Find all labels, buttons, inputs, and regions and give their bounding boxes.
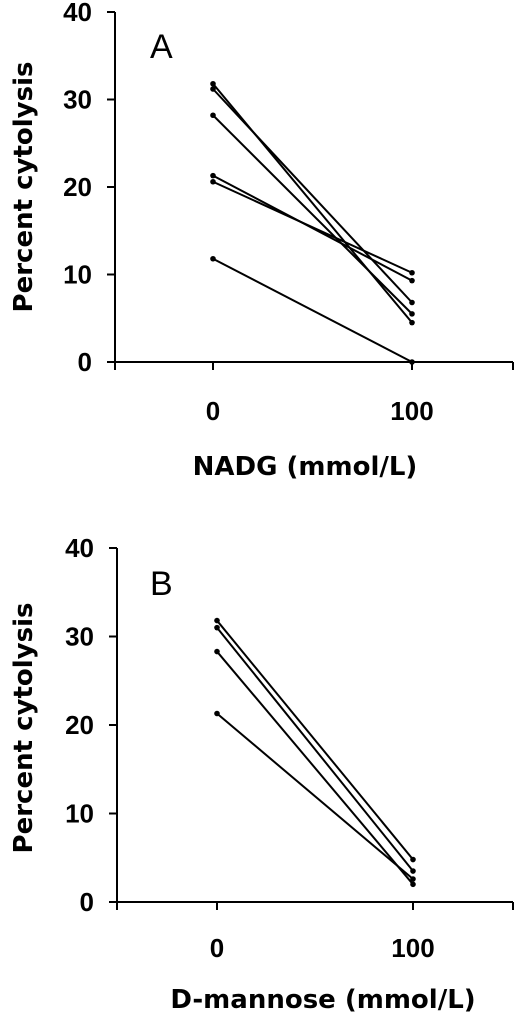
panel-a-letter: A <box>150 28 173 66</box>
panel-b-data-point <box>214 617 220 624</box>
panel-b-data-point <box>410 876 416 882</box>
panel-b-data-point <box>410 868 416 874</box>
panel-a-y-tick-label: 20 <box>63 172 92 202</box>
panel-b-series-line <box>216 650 414 885</box>
panel-a-series-line <box>212 114 413 315</box>
panel-a-y-tick-label: 0 <box>78 347 92 377</box>
panel-a-data-point <box>210 112 216 119</box>
panel-a-x-axis-title: NADG (mmol/L) <box>193 452 418 482</box>
panel-b-series-line <box>216 619 414 861</box>
panel-b-y-tick-label: 10 <box>65 799 94 829</box>
panel-a-data-point <box>409 269 415 276</box>
panel-b-series-line <box>216 712 414 880</box>
panel-a-y-axis-title: Percent cytolysis <box>9 62 39 313</box>
panel-a-data-point <box>409 277 415 284</box>
panel-a-data-point <box>409 299 415 306</box>
panel-a-data-point <box>210 172 216 179</box>
panel-b-chart: B Percent cytolysis D-mannose (mmol/L) 0… <box>9 533 514 1015</box>
panel-b-series-line <box>216 627 414 872</box>
panel-a-data-point <box>210 80 216 87</box>
panel-a-y-tick-label: 30 <box>63 85 92 115</box>
panel-b-data-point <box>214 710 220 717</box>
panel-a-data-point <box>409 311 415 317</box>
panel-a-data-point <box>409 359 415 365</box>
panel-a-series-line <box>212 180 413 274</box>
panel-b-data-point <box>214 624 220 631</box>
panel-b-data-point <box>214 648 220 655</box>
panel-b-x-tick-label: 100 <box>391 933 434 963</box>
panel-a-chart: A Percent cytolysis NADG (mmol/L) 0 10 20 3… <box>9 0 514 482</box>
panel-b-y-tick-label: 40 <box>65 533 94 563</box>
panel-a-data-point <box>210 255 216 262</box>
panel-b-data-point <box>410 856 416 863</box>
panel-b-letter: B <box>150 565 173 603</box>
panel-b-y-tick-label: 20 <box>65 710 94 740</box>
panel-a-data-point <box>210 178 216 185</box>
panel-a-x-tick-label: 100 <box>390 396 433 426</box>
panel-a-data-point <box>409 319 415 326</box>
panel-a-y-tick-label: 10 <box>63 260 92 290</box>
panel-a-y-tick-label: 40 <box>63 0 92 27</box>
panel-a-data-point <box>210 86 216 92</box>
panel-a-series-line <box>212 88 413 304</box>
panel-b-y-tick-label: 30 <box>65 622 94 652</box>
panel-b-data-point <box>410 881 416 888</box>
panel-b-y-tick-label: 0 <box>80 887 94 917</box>
panel-b-y-axis-title: Percent cytolysis <box>9 603 39 854</box>
panel-b-x-tick-label: 0 <box>210 933 224 963</box>
panel-b-x-axis-title: D-mannose (mmol/L) <box>170 985 475 1015</box>
panel-a-series-line <box>212 257 413 363</box>
panel-a-x-tick-label: 0 <box>206 396 220 426</box>
